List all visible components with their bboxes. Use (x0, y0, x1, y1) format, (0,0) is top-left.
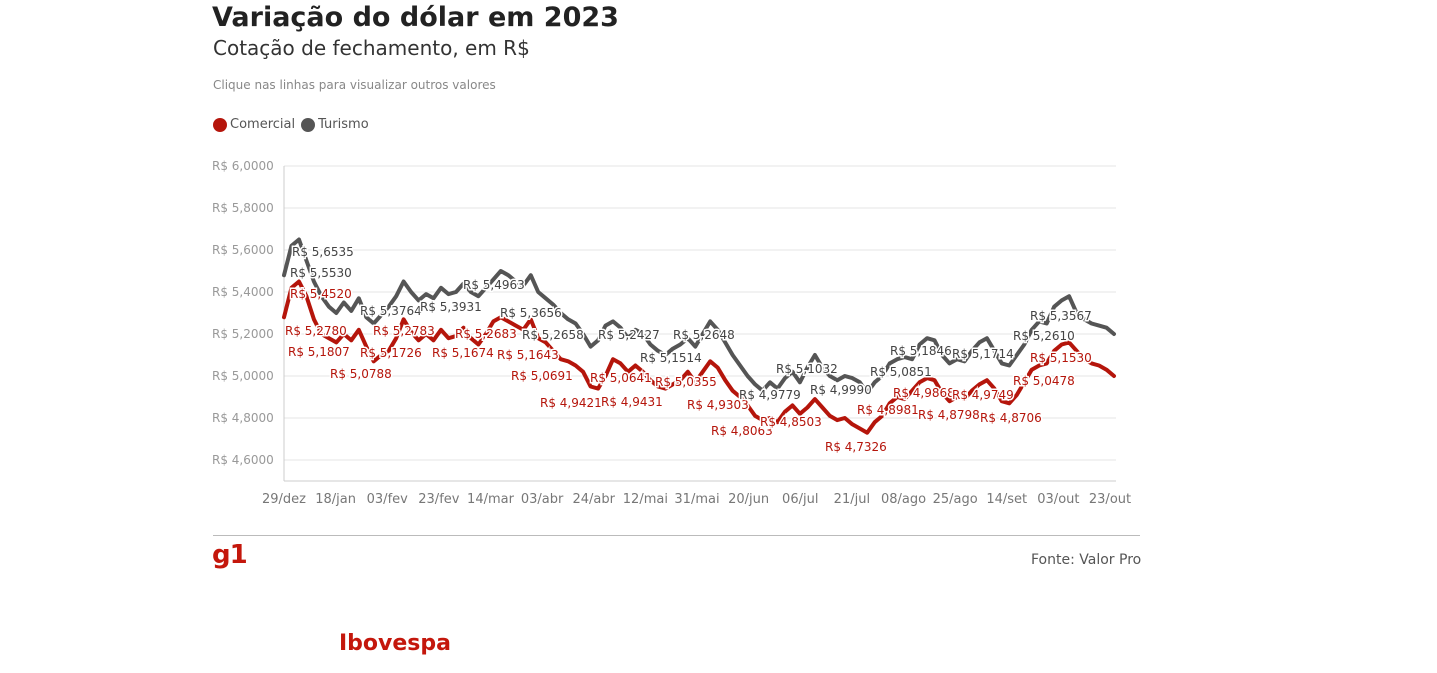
x-tick-label: 29/dez (262, 492, 306, 507)
data-label: R$ 4,8798 (918, 408, 980, 422)
x-tick-label: 08/ago (881, 492, 926, 507)
data-label: R$ 5,1846 (890, 344, 952, 358)
data-label: R$ 5,4520 (290, 287, 352, 301)
data-label: R$ 4,9990 (810, 383, 872, 397)
data-label: R$ 5,0851 (870, 365, 932, 379)
y-axis: R$ 4,6000 R$ 4,8000 R$ 5,0000 R$ 5,2000 R$ 5… (212, 159, 274, 467)
data-label: R$ 5,6535 (292, 245, 354, 259)
data-label-layer: R$ 5,6535 R$ 5,5530 R$ 5,4520 R$ 5,2780 R$ 5… (284, 244, 1094, 456)
data-label: R$ 4,9421 (540, 396, 602, 410)
legend-item-turismo[interactable]: Turismo (301, 117, 369, 132)
y-tick-label: R$ 6,0000 (212, 159, 274, 173)
data-label: R$ 5,2658 (522, 328, 584, 342)
y-tick-label: R$ 4,6000 (212, 453, 274, 467)
x-tick-label: 12/mai (623, 492, 668, 507)
data-label: R$ 5,2427 (598, 328, 660, 342)
legend-label-turismo: Turismo (318, 117, 369, 132)
data-label: R$ 5,2783 (373, 324, 435, 338)
y-tick-label: R$ 5,2000 (212, 327, 274, 341)
x-tick-label: 18/jan (315, 492, 356, 507)
legend-dot-comercial (213, 117, 227, 132)
data-label: R$ 5,3567 (1030, 309, 1092, 323)
x-tick-label: 03/abr (521, 492, 564, 507)
series-layer (282, 237, 1116, 435)
chart-title: Variação do dólar em 2023 (212, 2, 619, 33)
data-label: R$ 5,1714 (952, 347, 1014, 361)
x-tick-label: 03/out (1037, 492, 1079, 507)
footer-divider (213, 535, 1140, 536)
y-tick-label: R$ 5,0000 (212, 369, 274, 383)
data-label: R$ 5,1530 (1030, 351, 1092, 365)
chart-subtitle: Cotação de fechamento, em R$ (213, 36, 530, 60)
data-label: R$ 5,0355 (655, 375, 717, 389)
x-tick-label: 24/abr (573, 492, 616, 507)
data-label: R$ 5,0641 (590, 371, 652, 385)
data-label: R$ 5,2610 (1013, 329, 1075, 343)
data-label: R$ 5,2683 (455, 327, 517, 341)
data-label: R$ 5,1674 (432, 346, 494, 360)
data-label: R$ 5,1643 (497, 348, 559, 362)
data-label: R$ 5,1726 (360, 346, 422, 360)
data-label: R$ 5,5530 (290, 266, 352, 280)
y-tick-label: R$ 5,8000 (212, 201, 274, 215)
series-line-comercial[interactable] (282, 279, 1116, 435)
source-note: Fonte: Valor Pro (1031, 552, 1142, 568)
data-label: R$ 4,8503 (760, 415, 822, 429)
y-tick-label: R$ 4,8000 (212, 411, 274, 425)
data-label: R$ 5,1807 (288, 345, 350, 359)
data-label: R$ 5,1514 (640, 351, 702, 365)
x-tick-label: 31/mai (674, 492, 719, 507)
data-label: R$ 4,9303 (687, 398, 749, 412)
data-label: R$ 5,0788 (330, 367, 392, 381)
next-section-title[interactable]: Ibovespa (339, 631, 451, 656)
chart-hint: Clique nas linhas para visualizar outros… (213, 78, 496, 92)
data-label: R$ 5,3656 (500, 306, 562, 320)
x-tick-label: 23/fev (418, 492, 459, 507)
data-label: R$ 4,9779 (739, 388, 801, 402)
data-label: R$ 5,3764 (360, 304, 422, 318)
series-line-turismo[interactable] (282, 237, 1116, 395)
legend-dot-turismo (301, 117, 316, 132)
data-label: R$ 4,8706 (980, 411, 1042, 425)
data-label: R$ 4,9431 (601, 395, 663, 409)
x-tick-label: 25/ago (933, 492, 978, 507)
data-label: R$ 5,2648 (673, 328, 735, 342)
x-tick-label: 23/out (1089, 492, 1131, 507)
data-label: R$ 4,7326 (825, 440, 887, 454)
y-tick-label: R$ 5,6000 (212, 243, 274, 257)
x-tick-label: 06/jul (782, 492, 818, 507)
chart-legend: Comercial Turismo (213, 117, 375, 132)
data-label: R$ 4,9868 (893, 386, 955, 400)
data-label: R$ 5,3931 (420, 300, 482, 314)
legend-item-comercial[interactable]: Comercial (213, 117, 295, 132)
data-label: R$ 4,8981 (857, 403, 919, 417)
data-label: R$ 5,2780 (285, 324, 347, 338)
grid-layer (283, 165, 1116, 482)
y-tick-label: R$ 5,4000 (212, 285, 274, 299)
data-label: R$ 5,0691 (511, 369, 573, 383)
x-tick-label: 14/set (986, 492, 1027, 507)
data-label: R$ 5,0478 (1013, 374, 1075, 388)
x-tick-label: 21/jul (834, 492, 870, 507)
data-label: R$ 5,1032 (776, 362, 838, 376)
data-label: R$ 4,9749 (952, 388, 1014, 402)
x-tick-label: 03/fev (367, 492, 408, 507)
x-tick-label: 20/jun (728, 492, 769, 507)
data-label: R$ 5,4963 (463, 278, 525, 292)
data-label: R$ 4,8063 (711, 424, 773, 438)
g1-logo: g1 (212, 540, 248, 570)
x-tick-label: 14/mar (467, 492, 515, 507)
legend-label-comercial: Comercial (230, 117, 296, 132)
x-axis: 29/dez 18/jan 03/fev 23/fev 14/mar 03/abr 24/a… (262, 492, 1131, 507)
